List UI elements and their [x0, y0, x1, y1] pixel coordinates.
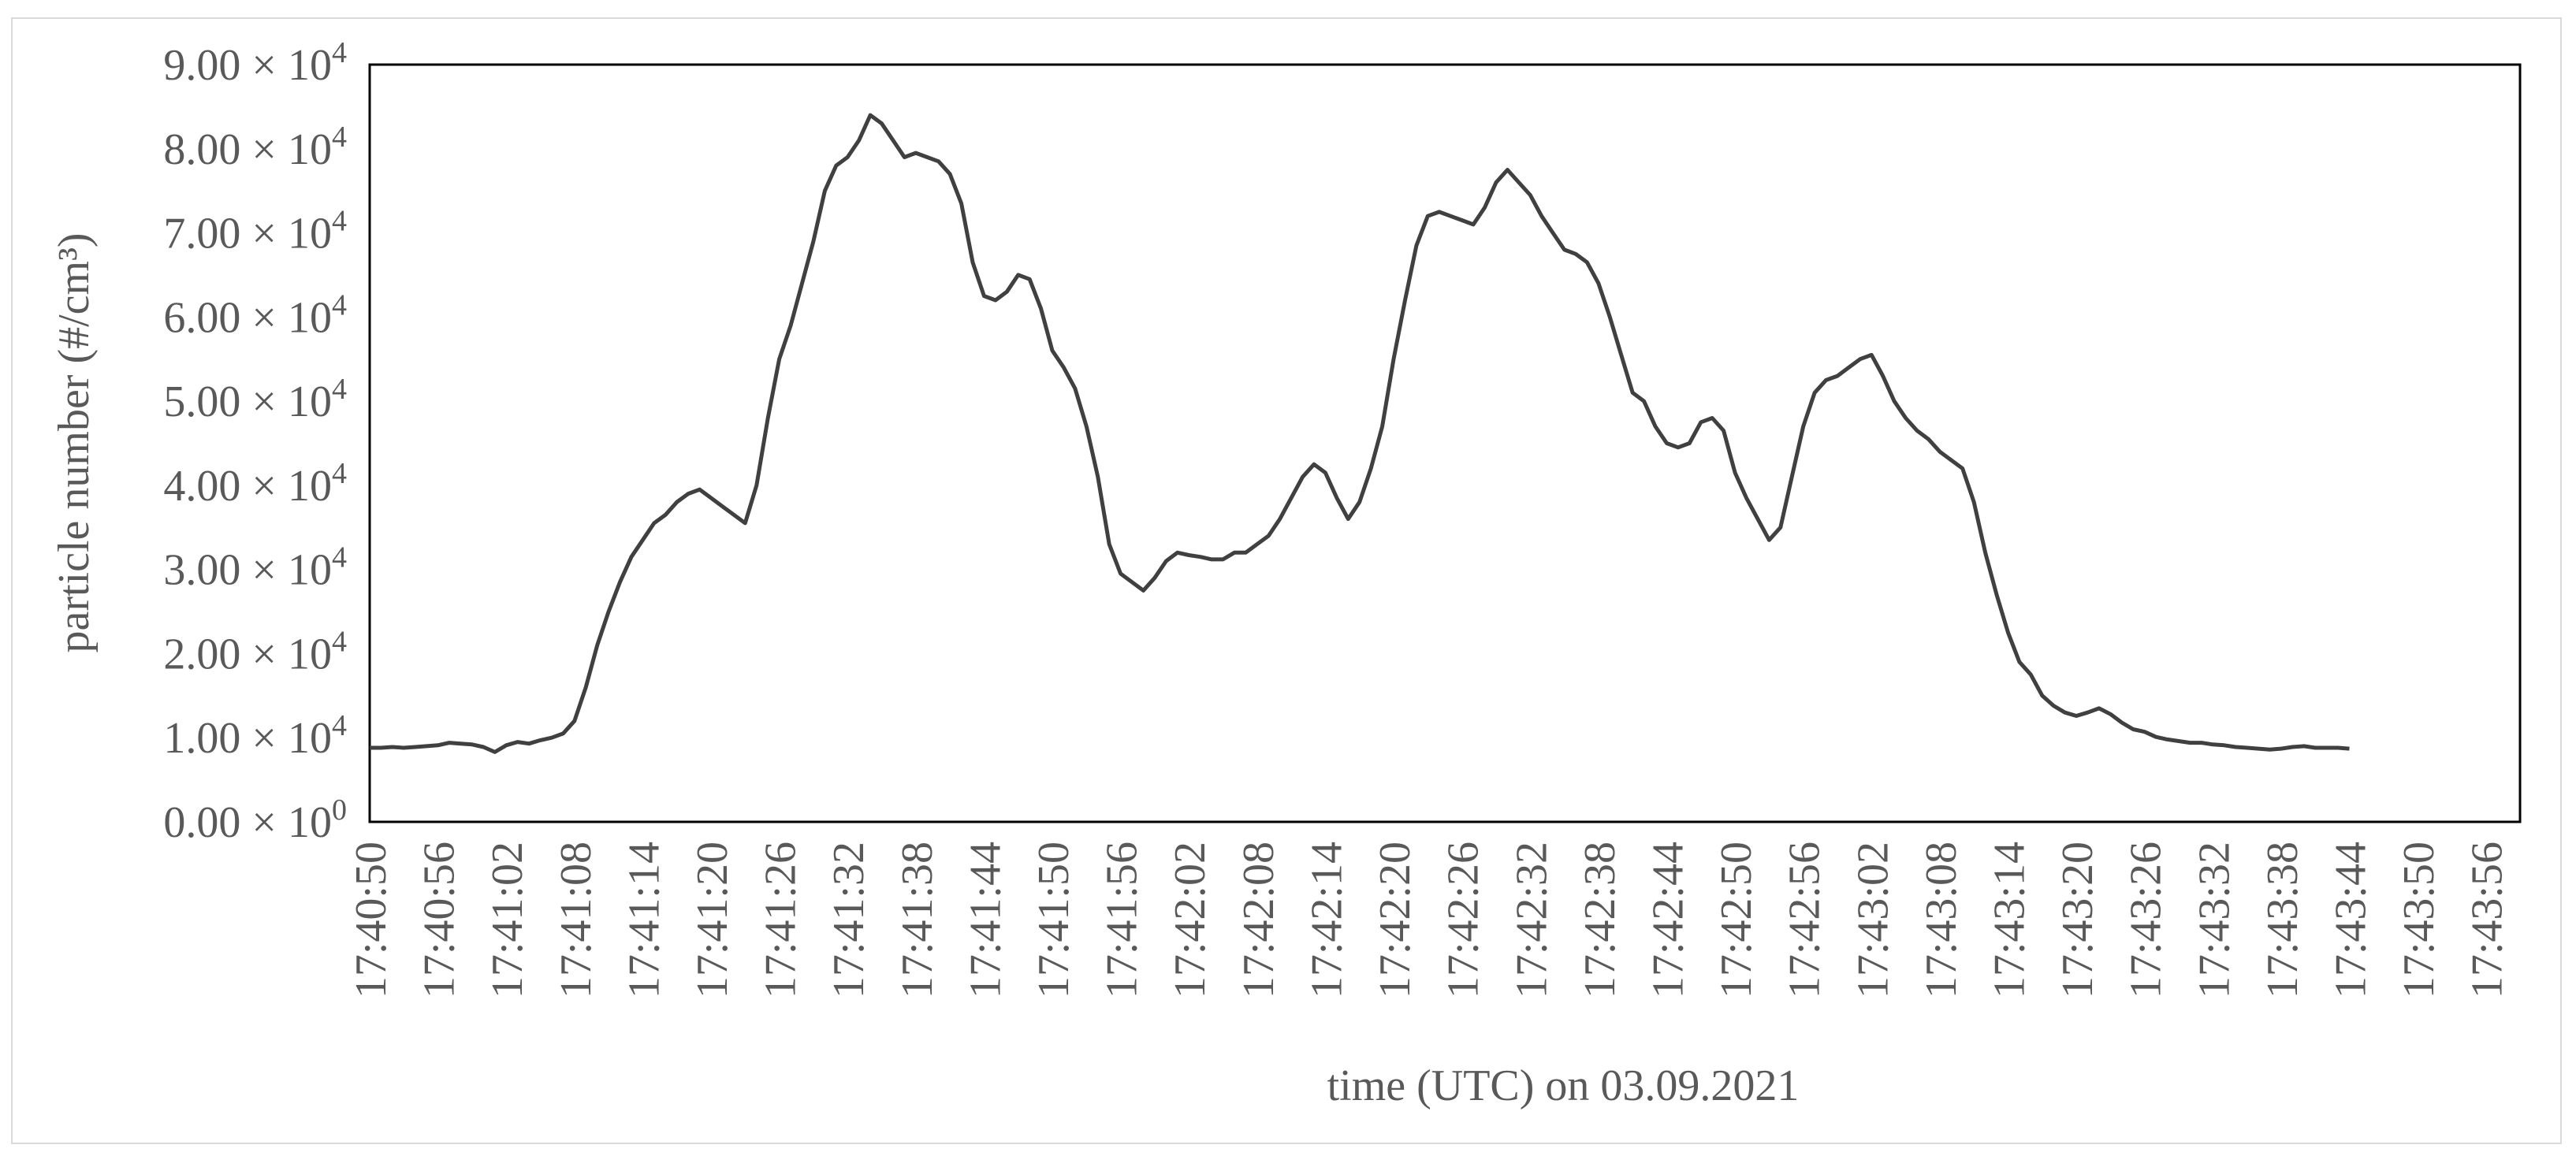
y-tick-label: 4.00 × 104 [163, 457, 347, 511]
x-tick-label: 17:43:50 [2395, 842, 2444, 998]
x-tick-label: 17:43:56 [2463, 842, 2512, 998]
x-tick-label: 17:41:26 [757, 842, 806, 998]
x-tick-label: 17:41:14 [620, 842, 668, 998]
x-tick-label: 17:43:38 [2258, 842, 2307, 998]
x-tick-label: 17:43:14 [1985, 842, 2034, 998]
y-tick-label: 1.00 × 104 [163, 709, 347, 763]
x-tick-label: 17:42:56 [1781, 842, 1830, 998]
x-tick-label: 17:42:50 [1712, 842, 1761, 998]
x-tick-label: 17:42:08 [1234, 842, 1283, 998]
x-tick-label: 17:41:38 [893, 842, 942, 998]
x-tick-label: 17:42:26 [1439, 842, 1488, 998]
x-tick-label: 17:41:56 [1098, 842, 1147, 998]
x-tick-label: 17:40:50 [347, 842, 396, 998]
plot-area [368, 63, 2522, 823]
x-tick-label: 17:41:50 [1029, 842, 1078, 998]
x-tick-label: 17:43:26 [2122, 842, 2171, 998]
x-tick-label: 17:41:32 [825, 842, 873, 998]
x-tick-label: 17:41:44 [961, 842, 1010, 998]
y-tick-label: 0.00 × 100 [163, 793, 347, 847]
y-tick-label: 5.00 × 104 [163, 373, 347, 426]
x-tick-label: 17:43:08 [1917, 842, 1966, 998]
x-tick-label: 17:43:02 [1848, 842, 1897, 998]
y-tick-label: 7.00 × 104 [163, 205, 347, 258]
x-axis-title: time (UTC) on 03.09.2021 [1327, 1061, 1800, 1110]
x-tick-label: 17:42:20 [1371, 842, 1420, 998]
x-tick-label: 17:42:32 [1507, 842, 1556, 998]
y-axis-ticks: 0.00 × 100 1.00 × 104 2.00 × 104 3.00 × 104… [163, 36, 347, 847]
x-tick-label: 17:41:02 [483, 842, 532, 998]
x-tick-label: 17:42:02 [1166, 842, 1215, 998]
x-tick-label: 17:43:20 [2053, 842, 2102, 998]
y-axis-title: particle number (#/cm³) [50, 232, 99, 652]
x-tick-label: 17:40:56 [415, 842, 464, 998]
y-tick-label: 2.00 × 104 [163, 625, 347, 678]
y-tick-label: 9.00 × 104 [163, 36, 347, 90]
x-axis-ticks: 17:40:50 17:40:56 17:41:02 17:41:08 17:41:14… [347, 842, 2512, 998]
x-tick-label: 17:41:20 [688, 842, 737, 998]
x-tick-label: 17:42:38 [1576, 842, 1625, 998]
x-tick-label: 17:42:44 [1644, 842, 1692, 998]
y-tick-label: 3.00 × 104 [163, 541, 347, 595]
x-tick-label: 17:43:32 [2190, 842, 2239, 998]
x-tick-label: 17:41:08 [552, 842, 601, 998]
series-line [370, 113, 2350, 754]
y-tick-label: 6.00 × 104 [163, 288, 347, 342]
x-tick-label: 17:42:14 [1302, 842, 1351, 998]
x-tick-label: 17:43:44 [2326, 842, 2375, 998]
y-tick-label: 8.00 × 104 [163, 121, 347, 174]
